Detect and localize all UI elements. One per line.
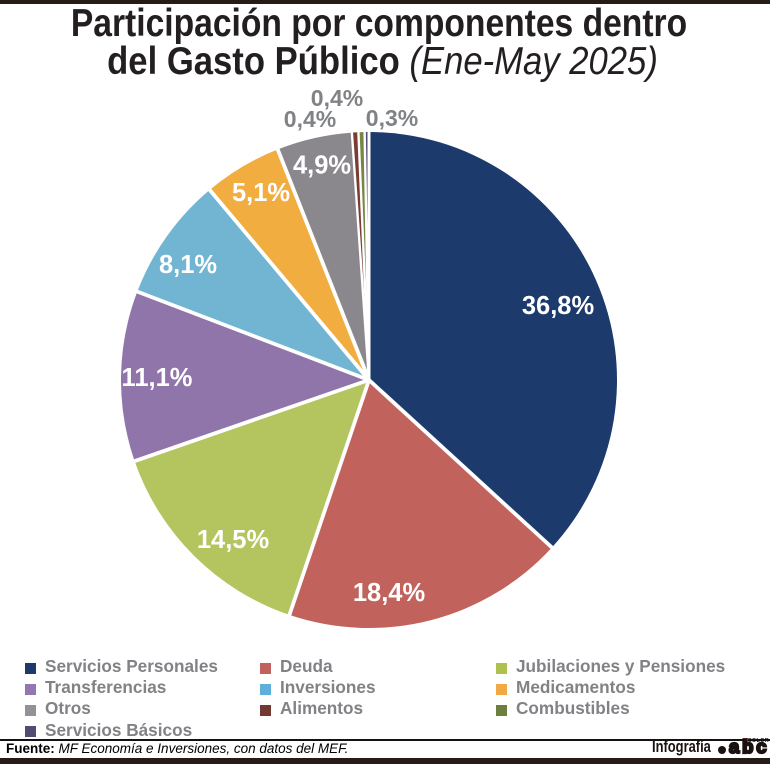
svg-text:18,4%: 18,4% [353, 579, 425, 607]
svg-text:11,1%: 11,1% [122, 364, 193, 392]
svg-text:5,1%: 5,1% [232, 179, 290, 207]
svg-text:14,5%: 14,5% [197, 526, 269, 554]
svg-text:4,9%: 4,9% [293, 152, 351, 180]
svg-text:0,4%: 0,4% [311, 85, 363, 111]
svg-text:0,3%: 0,3% [366, 105, 418, 131]
svg-text:0,4%: 0,4% [284, 106, 336, 132]
svg-text:36,8%: 36,8% [522, 292, 594, 320]
svg-text:8,1%: 8,1% [159, 251, 217, 279]
